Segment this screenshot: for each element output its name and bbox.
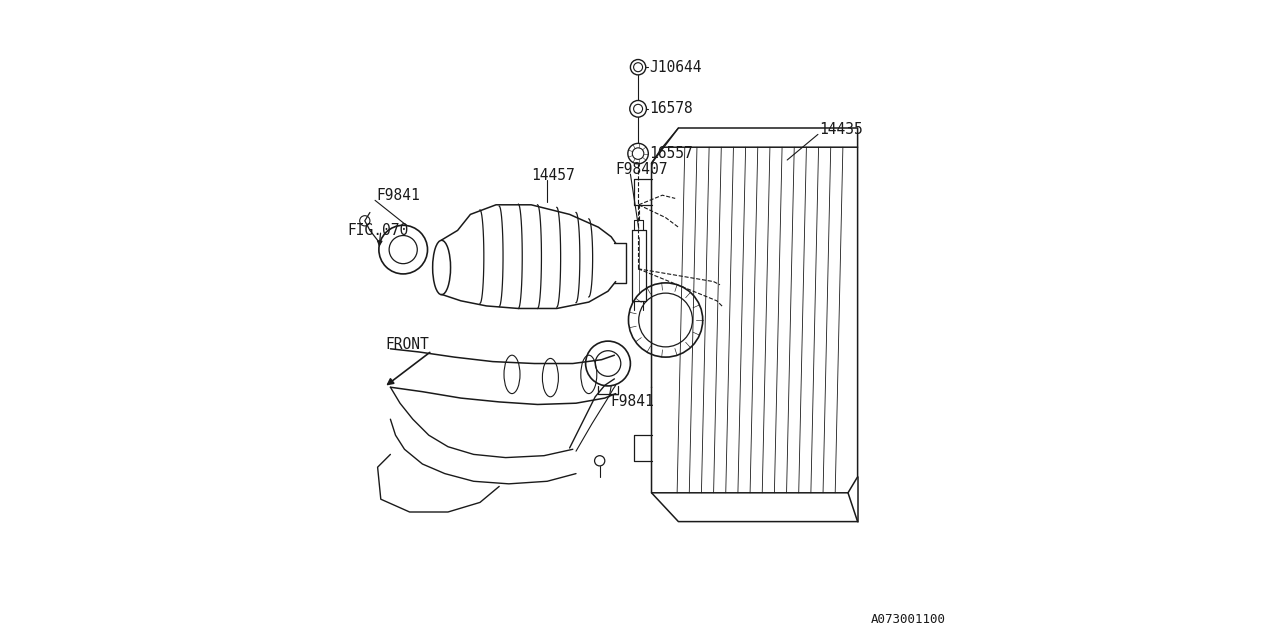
Text: 14435: 14435 — [819, 122, 863, 137]
Text: FIG.070: FIG.070 — [348, 223, 408, 238]
Text: F9841: F9841 — [611, 394, 654, 410]
Text: FRONT: FRONT — [385, 337, 429, 352]
Text: 14457: 14457 — [531, 168, 575, 184]
Text: 16557: 16557 — [649, 146, 692, 161]
Text: F9841: F9841 — [376, 188, 420, 203]
Text: 16578: 16578 — [649, 101, 692, 116]
Text: F98407: F98407 — [614, 162, 668, 177]
Text: A073001100: A073001100 — [870, 613, 946, 626]
Text: J10644: J10644 — [649, 60, 701, 75]
